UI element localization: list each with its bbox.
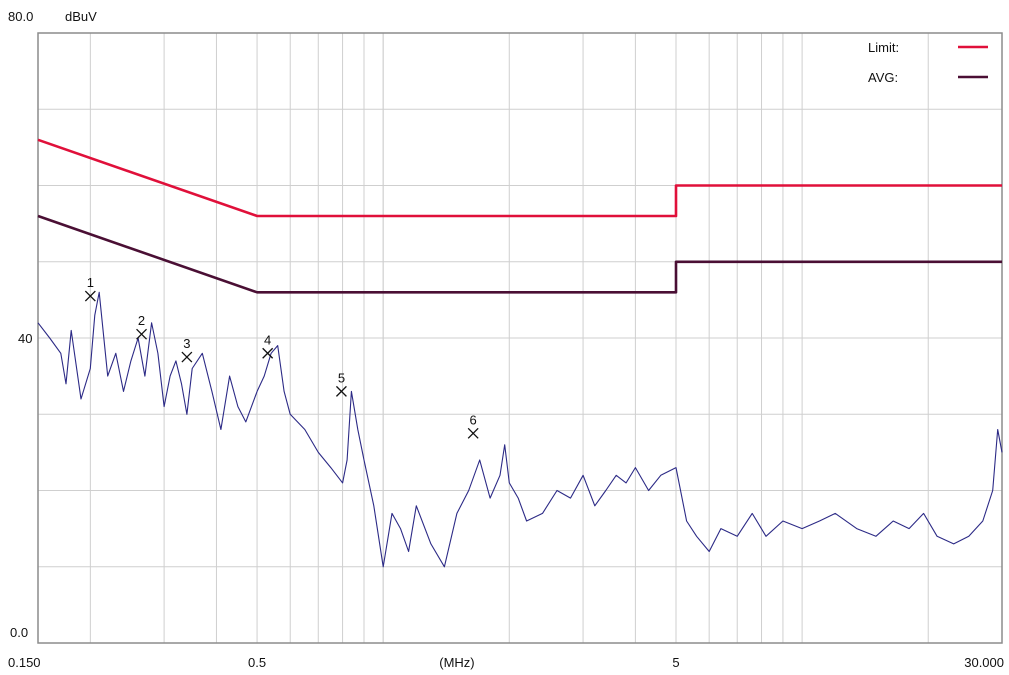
peak-marker-cross xyxy=(84,290,96,302)
legend: Limit: AVG: xyxy=(868,40,988,85)
peak-marker: 6 xyxy=(467,412,479,439)
trace-series-line xyxy=(37,291,1003,568)
y-unit-label: dBuV xyxy=(65,9,97,24)
x-tick-label: (MHz) xyxy=(439,655,474,670)
y-mid-tick-label: 40 xyxy=(18,331,32,346)
peak-marker-cross xyxy=(467,427,479,439)
avg-series-line xyxy=(37,214,1002,294)
peak-marker-cross xyxy=(136,328,148,340)
peak-marker-cross xyxy=(181,351,193,363)
peak-marker-label: 6 xyxy=(470,412,477,427)
peak-marker-cross xyxy=(335,385,347,397)
peak-marker: 5 xyxy=(335,370,347,397)
x-tick-label: 30.000 xyxy=(964,655,1004,670)
peak-marker: 2 xyxy=(136,313,148,340)
legend-limit-label: Limit: xyxy=(868,40,899,55)
y-max-tick-label: 80.0 xyxy=(8,9,33,24)
peak-marker-cross xyxy=(262,347,274,359)
plot-frame xyxy=(37,32,1003,644)
peak-markers: 1 2 3 4 5 6 xyxy=(84,275,479,439)
legend-avg-label: AVG: xyxy=(868,70,898,85)
x-tick-label: 5 xyxy=(672,655,679,670)
limit-series-line xyxy=(37,138,1002,218)
peak-marker-label: 4 xyxy=(264,332,271,347)
x-tick-label: 0.5 xyxy=(248,655,266,670)
x-tick-label: 0.150 xyxy=(8,655,41,670)
peak-marker-label: 1 xyxy=(87,275,94,290)
series-layer xyxy=(37,138,1003,568)
peak-marker-label: 3 xyxy=(183,336,190,351)
x-tick-labels: 0.150 0.5 (MHz) 5 30.000 xyxy=(8,655,1004,670)
peak-marker: 4 xyxy=(262,332,274,359)
peak-marker-label: 5 xyxy=(338,370,345,385)
peak-marker-label: 2 xyxy=(138,313,145,328)
y-min-tick-label: 0.0 xyxy=(10,625,28,640)
peak-marker: 1 xyxy=(84,275,96,302)
peak-marker: 3 xyxy=(181,336,193,363)
